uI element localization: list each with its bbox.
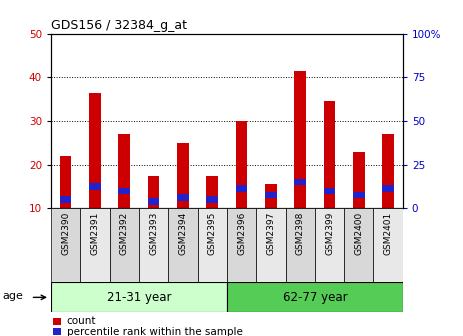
Bar: [53, 328, 62, 335]
Text: percentile rank within the sample: percentile rank within the sample: [67, 327, 243, 336]
Bar: [206, 196, 218, 203]
Bar: [324, 101, 335, 208]
Bar: [119, 187, 130, 194]
Text: age: age: [3, 291, 24, 301]
Text: GSM2395: GSM2395: [208, 212, 217, 255]
Bar: [315, 208, 344, 282]
Bar: [177, 143, 189, 208]
Bar: [324, 187, 335, 194]
Bar: [344, 208, 374, 282]
Bar: [60, 156, 71, 208]
Bar: [53, 318, 62, 325]
Bar: [353, 192, 365, 199]
Text: GSM2401: GSM2401: [384, 212, 393, 255]
Text: 62-77 year: 62-77 year: [282, 291, 347, 304]
Bar: [89, 92, 101, 208]
Bar: [139, 208, 168, 282]
Bar: [236, 121, 247, 208]
Bar: [227, 208, 256, 282]
Bar: [148, 199, 159, 205]
Text: GSM2390: GSM2390: [61, 212, 70, 255]
Bar: [294, 71, 306, 208]
Text: GSM2399: GSM2399: [325, 212, 334, 255]
Text: GDS156 / 32384_g_at: GDS156 / 32384_g_at: [51, 19, 187, 33]
Bar: [168, 208, 198, 282]
Bar: [374, 208, 403, 282]
Bar: [286, 208, 315, 282]
Bar: [110, 208, 139, 282]
Bar: [51, 208, 80, 282]
Text: GSM2392: GSM2392: [120, 212, 129, 255]
Bar: [227, 282, 403, 312]
Bar: [265, 192, 277, 199]
Bar: [206, 175, 218, 208]
Bar: [353, 152, 365, 208]
Text: GSM2393: GSM2393: [149, 212, 158, 255]
Bar: [256, 208, 286, 282]
Text: 21-31 year: 21-31 year: [106, 291, 171, 304]
Bar: [382, 134, 394, 208]
Text: GSM2397: GSM2397: [266, 212, 275, 255]
Bar: [265, 184, 277, 208]
Bar: [60, 196, 71, 203]
Text: GSM2396: GSM2396: [237, 212, 246, 255]
Bar: [89, 183, 101, 190]
Bar: [236, 185, 247, 192]
Text: count: count: [67, 317, 96, 327]
Bar: [177, 194, 189, 201]
Bar: [198, 208, 227, 282]
Bar: [382, 185, 394, 192]
Bar: [51, 282, 227, 312]
Bar: [148, 175, 159, 208]
Bar: [294, 179, 306, 185]
Text: GSM2400: GSM2400: [354, 212, 363, 255]
Bar: [119, 134, 130, 208]
Text: GSM2394: GSM2394: [178, 212, 188, 255]
Text: GSM2391: GSM2391: [90, 212, 100, 255]
Text: GSM2398: GSM2398: [296, 212, 305, 255]
Bar: [80, 208, 110, 282]
